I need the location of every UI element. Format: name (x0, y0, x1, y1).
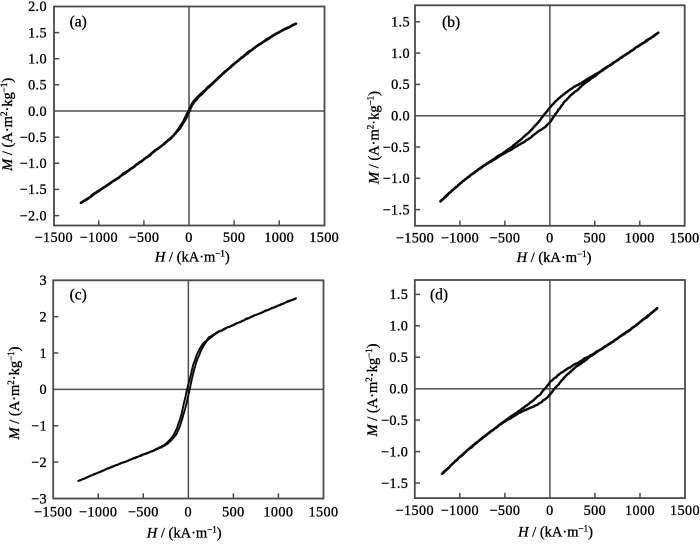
svg-text:H / (kA·m−1): H / (kA·m−1) (146, 525, 222, 541)
svg-text:−1000: −1000 (441, 503, 479, 519)
svg-text:1.0: 1.0 (389, 319, 408, 335)
svg-text:−1500: −1500 (35, 230, 73, 246)
svg-text:1000: 1000 (625, 503, 655, 519)
svg-text:−1.5: −1.5 (20, 182, 47, 198)
svg-text:0: 0 (546, 503, 554, 519)
svg-text:−0.5: −0.5 (381, 413, 408, 429)
svg-text:−1.5: −1.5 (383, 202, 410, 218)
svg-text:−1.0: −1.0 (381, 444, 408, 460)
svg-text:0: 0 (185, 505, 193, 521)
svg-text:0.0: 0.0 (389, 382, 408, 398)
svg-text:(a): (a) (70, 13, 87, 30)
svg-text:H / (kA·m−1): H / (kA·m−1) (517, 524, 593, 541)
svg-text:−2.0: −2.0 (20, 208, 47, 224)
svg-text:0.0: 0.0 (28, 104, 47, 120)
svg-text:(c): (c) (70, 286, 87, 303)
svg-text:1500: 1500 (309, 230, 339, 246)
svg-text:−500: −500 (489, 231, 520, 247)
svg-text:1500: 1500 (670, 503, 700, 519)
svg-text:1.0: 1.0 (28, 52, 47, 68)
svg-text:1.5: 1.5 (391, 15, 410, 31)
svg-text:−0.5: −0.5 (20, 130, 47, 146)
svg-text:−2: −2 (31, 455, 47, 471)
svg-text:0.5: 0.5 (389, 350, 408, 366)
svg-text:−500: −500 (128, 230, 159, 246)
svg-text:0: 0 (40, 382, 48, 398)
svg-text:H / (kA·m−1): H / (kA·m−1) (154, 249, 230, 266)
svg-text:−1.0: −1.0 (383, 171, 410, 187)
svg-text:−1500: −1500 (396, 503, 434, 519)
svg-text:500: 500 (223, 230, 245, 246)
svg-text:0.5: 0.5 (391, 77, 410, 93)
svg-text:M / (A·m2·kg−1): M / (A·m2·kg−1) (366, 91, 383, 185)
svg-text:−1.0: −1.0 (20, 156, 47, 172)
svg-text:M / (A·m2·kg−1): M / (A·m2·kg−1) (0, 78, 16, 172)
svg-text:−0.5: −0.5 (383, 140, 410, 156)
svg-text:3: 3 (40, 273, 48, 289)
svg-text:2.0: 2.0 (28, 0, 47, 15)
svg-text:1: 1 (40, 346, 48, 362)
svg-text:500: 500 (584, 231, 606, 247)
svg-text:−1500: −1500 (396, 231, 434, 247)
svg-text:500: 500 (584, 503, 606, 519)
svg-text:−1000: −1000 (80, 230, 118, 246)
svg-text:M / (A·m2·kg−1): M / (A·m2·kg−1) (364, 343, 381, 437)
svg-text:−500: −500 (128, 505, 159, 521)
svg-text:−1500: −1500 (34, 505, 72, 521)
svg-text:1.0: 1.0 (391, 46, 410, 62)
svg-text:−500: −500 (489, 503, 520, 519)
svg-text:1.5: 1.5 (28, 25, 47, 41)
svg-text:−1000: −1000 (79, 505, 117, 521)
svg-text:(b): (b) (442, 14, 460, 31)
svg-text:−1: −1 (31, 419, 47, 435)
svg-text:(d): (d) (430, 287, 448, 304)
svg-text:0.0: 0.0 (391, 109, 410, 125)
svg-text:2: 2 (40, 310, 48, 326)
svg-text:0: 0 (185, 230, 193, 246)
svg-text:M / (A·m2·kg−1): M / (A·m2·kg−1) (6, 346, 23, 440)
svg-text:−1.5: −1.5 (381, 476, 408, 492)
svg-text:−3: −3 (31, 491, 47, 507)
svg-text:−1000: −1000 (441, 231, 479, 247)
svg-text:1000: 1000 (263, 505, 293, 521)
svg-text:H / (kA·m−1): H / (kA·m−1) (516, 249, 592, 266)
svg-text:500: 500 (222, 505, 244, 521)
svg-text:1500: 1500 (309, 505, 339, 521)
svg-text:1000: 1000 (625, 231, 655, 247)
svg-text:0.5: 0.5 (28, 78, 47, 94)
svg-text:1500: 1500 (670, 231, 700, 247)
svg-text:1000: 1000 (264, 230, 294, 246)
svg-text:0: 0 (546, 231, 554, 247)
svg-text:1.5: 1.5 (389, 287, 408, 303)
